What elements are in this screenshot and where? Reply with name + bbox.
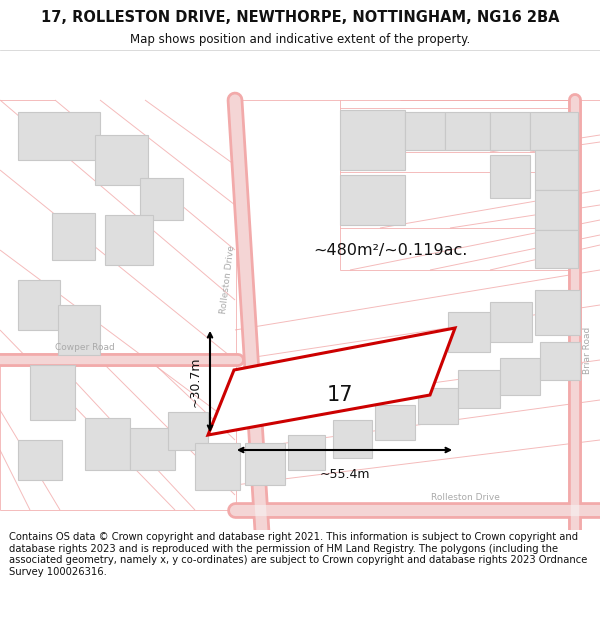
Polygon shape [535,290,580,335]
Polygon shape [340,175,405,225]
Text: Rolleston Drive: Rolleston Drive [431,494,499,502]
Text: Map shows position and indicative extent of the property.: Map shows position and indicative extent… [130,32,470,46]
Text: Rolleston Drive: Rolleston Drive [220,245,236,315]
Polygon shape [535,190,578,230]
Text: Briar Road: Briar Road [583,326,592,374]
Polygon shape [52,213,95,260]
Polygon shape [448,312,490,352]
Polygon shape [18,280,60,330]
Polygon shape [500,358,540,395]
Polygon shape [288,435,325,470]
Text: 17: 17 [327,385,353,405]
Polygon shape [105,215,153,265]
Polygon shape [540,342,580,380]
Polygon shape [490,302,532,342]
Polygon shape [58,305,100,355]
Polygon shape [530,112,578,150]
Polygon shape [85,418,130,470]
Polygon shape [195,443,240,490]
Polygon shape [30,365,75,420]
Polygon shape [405,112,445,150]
Polygon shape [168,412,208,450]
Polygon shape [18,440,62,480]
Polygon shape [458,370,500,408]
Polygon shape [245,443,285,485]
Polygon shape [140,178,183,220]
Polygon shape [18,112,100,160]
Polygon shape [490,155,530,198]
Polygon shape [95,135,148,185]
Text: ~30.7m: ~30.7m [189,356,202,407]
Text: ~480m²/~0.119ac.: ~480m²/~0.119ac. [313,242,467,258]
Polygon shape [535,150,578,190]
Polygon shape [535,230,578,268]
Polygon shape [130,428,175,470]
Polygon shape [333,420,372,458]
Text: Contains OS data © Crown copyright and database right 2021. This information is : Contains OS data © Crown copyright and d… [9,532,587,577]
Text: ~55.4m: ~55.4m [319,468,370,481]
Text: 17, ROLLESTON DRIVE, NEWTHORPE, NOTTINGHAM, NG16 2BA: 17, ROLLESTON DRIVE, NEWTHORPE, NOTTINGH… [41,10,559,25]
Polygon shape [445,112,490,150]
Polygon shape [375,405,415,440]
Polygon shape [418,388,458,424]
Polygon shape [208,328,455,435]
Polygon shape [340,110,405,170]
Text: Cowper Road: Cowper Road [55,344,115,352]
Polygon shape [490,112,530,150]
